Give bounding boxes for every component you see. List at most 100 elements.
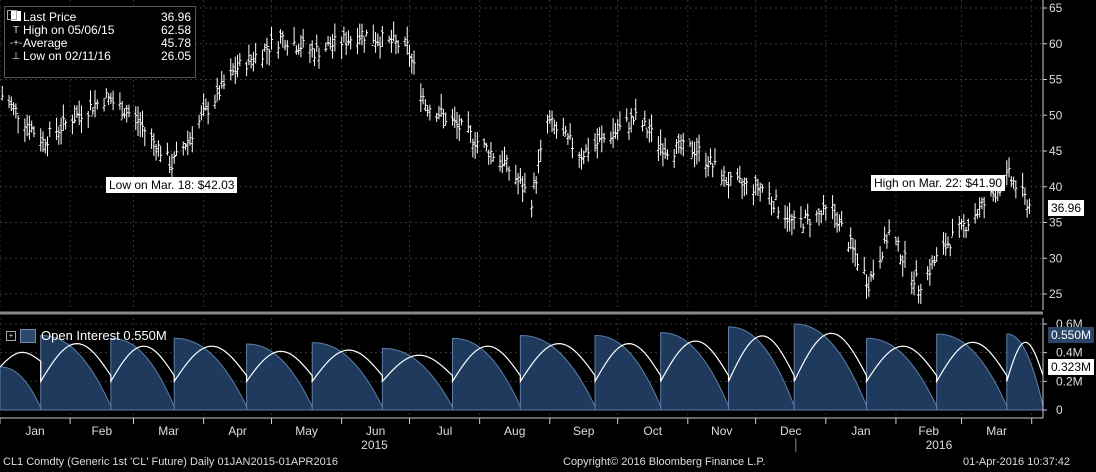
- price-legend: − Last Price 36.96 T High on 05/06/15 62…: [4, 6, 196, 78]
- oi-value-tag: 0.550M: [1048, 327, 1095, 343]
- price-bar: [184, 142, 188, 150]
- price-bar: [125, 104, 129, 123]
- price-bar: [136, 106, 140, 136]
- price-bar: [566, 132, 570, 146]
- price-bar: [355, 27, 359, 55]
- price-bar: [790, 213, 794, 236]
- low-marker-icon: ⊥: [11, 51, 21, 62]
- price-bar: [835, 212, 839, 233]
- price-bar: [394, 34, 398, 55]
- price-bar: [878, 246, 882, 269]
- price-bar: [342, 26, 346, 43]
- price-bar: [672, 148, 676, 169]
- price-bar: [165, 142, 169, 156]
- x-tick-label: Oct: [643, 424, 662, 438]
- price-bar: [770, 196, 774, 216]
- price-bar: [141, 110, 145, 138]
- price-tick-label: 50: [1049, 108, 1063, 122]
- price-bar: [79, 105, 83, 133]
- price-bar: [507, 166, 511, 181]
- price-bar: [584, 144, 588, 153]
- price-bar: [197, 114, 201, 129]
- price-bar: [118, 92, 122, 110]
- price-bar: [27, 115, 31, 140]
- price-bar: [966, 218, 970, 232]
- price-bar: [727, 171, 731, 199]
- legend-row-high: T High on 05/06/15 62.58: [5, 24, 195, 37]
- price-bar: [1027, 198, 1031, 214]
- price-bar: [405, 26, 409, 55]
- price-bar: [466, 111, 470, 134]
- price-bar: [408, 44, 412, 67]
- price-bar: [740, 178, 744, 200]
- price-bar: [326, 35, 330, 47]
- price-bar: [799, 206, 803, 228]
- price-bar: [532, 172, 536, 190]
- price-bar: [946, 236, 950, 249]
- x-tick-label: Nov: [711, 424, 732, 438]
- price-bar: [919, 283, 923, 305]
- oi-cycle-area: [936, 333, 1008, 411]
- price-bar: [247, 44, 251, 66]
- price-bar: [358, 23, 362, 45]
- price-bar: [181, 141, 185, 156]
- price-bar: [982, 196, 986, 219]
- x-tick-label: May: [295, 424, 318, 438]
- legend-collapse-icon[interactable]: −: [7, 10, 17, 20]
- price-bar: [238, 53, 242, 67]
- price-bar: [61, 104, 65, 131]
- oi-cycle-area: [660, 332, 730, 411]
- price-bar: [107, 93, 111, 106]
- x-tick-label: Jun: [366, 424, 385, 438]
- price-bar: [928, 258, 932, 286]
- price-bar: [661, 143, 665, 167]
- price-bar: [593, 133, 597, 152]
- price-bar: [894, 236, 898, 245]
- price-bar: [625, 108, 629, 123]
- price-bar: [229, 58, 233, 81]
- price-bar: [801, 223, 805, 234]
- price-bar: [269, 26, 273, 50]
- price-bar: [120, 100, 124, 121]
- annotation-low: Low on Mar. 18: $42.03: [106, 177, 238, 193]
- price-bar: [134, 106, 138, 131]
- price-bar: [695, 137, 699, 165]
- price-bar: [285, 40, 289, 56]
- price-bar: [609, 131, 613, 145]
- price-bar: [281, 31, 285, 48]
- price-bar: [32, 125, 36, 138]
- price-bar: [498, 154, 502, 172]
- footer-timestamp: 01-Apr-2016 10:37:42: [963, 456, 1071, 468]
- price-series-last-price: [0, 21, 1031, 305]
- annotation-high: High on Mar. 22: $41.90: [871, 175, 1006, 191]
- price-bar: [473, 131, 477, 159]
- x-tick-label: Apr: [228, 424, 247, 438]
- price-bar: [586, 137, 590, 162]
- price-bar: [77, 100, 81, 126]
- price-bar: [222, 74, 226, 90]
- price-bar: [579, 148, 583, 170]
- price-bar: [665, 149, 669, 160]
- price-bar: [530, 199, 534, 218]
- price-bar: [690, 140, 694, 160]
- x-tick-label: Feb: [91, 424, 112, 438]
- price-bar: [457, 114, 461, 142]
- price-bar: [582, 150, 586, 165]
- price-bar: [521, 176, 525, 203]
- oi-cycle-area: [246, 343, 313, 411]
- price-bar: [455, 111, 459, 139]
- oi-collapse-icon[interactable]: +: [6, 330, 16, 341]
- price-bar: [88, 90, 92, 111]
- price-bar: [932, 255, 936, 267]
- price-bar: [127, 104, 131, 118]
- price-bar: [70, 114, 74, 135]
- price-bar: [602, 132, 606, 143]
- price-bar: [267, 45, 271, 66]
- price-bar: [12, 102, 16, 116]
- price-bar: [849, 227, 853, 250]
- price-bar: [263, 43, 267, 52]
- price-bar: [536, 149, 540, 174]
- price-bar: [190, 126, 194, 153]
- price-bar: [346, 30, 350, 46]
- average-marker-icon: -+-: [9, 38, 23, 49]
